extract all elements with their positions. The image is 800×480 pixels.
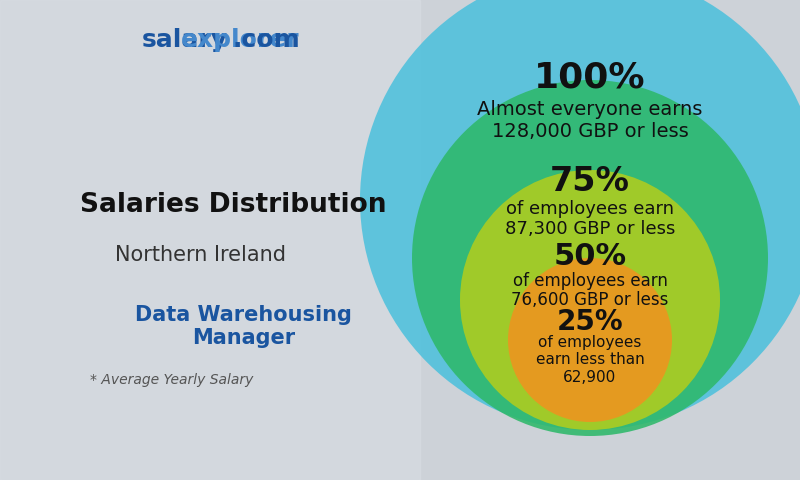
Circle shape <box>460 170 720 430</box>
Text: * Average Yearly Salary: * Average Yearly Salary <box>90 373 254 387</box>
Text: 62,900: 62,900 <box>563 370 617 385</box>
Text: 25%: 25% <box>557 308 623 336</box>
Text: of employees earn: of employees earn <box>513 272 667 290</box>
Text: .com: .com <box>232 28 300 52</box>
Text: 75%: 75% <box>550 165 630 198</box>
Text: 76,600 GBP or less: 76,600 GBP or less <box>511 291 669 309</box>
Text: 100%: 100% <box>534 60 646 94</box>
Text: salary: salary <box>142 28 228 52</box>
Circle shape <box>508 258 672 422</box>
Text: earn less than: earn less than <box>536 352 644 367</box>
Text: Data Warehousing
Manager: Data Warehousing Manager <box>135 305 352 348</box>
Text: explorer: explorer <box>181 28 299 52</box>
Text: 128,000 GBP or less: 128,000 GBP or less <box>492 122 688 141</box>
Circle shape <box>360 0 800 430</box>
Bar <box>0 0 420 480</box>
Text: Almost everyone earns: Almost everyone earns <box>478 100 702 119</box>
Circle shape <box>412 80 768 436</box>
Text: 87,300 GBP or less: 87,300 GBP or less <box>505 220 675 238</box>
Text: 50%: 50% <box>554 242 626 271</box>
Text: of employees earn: of employees earn <box>506 200 674 218</box>
Text: Northern Ireland: Northern Ireland <box>115 245 286 265</box>
Text: Salaries Distribution: Salaries Distribution <box>80 192 386 218</box>
Text: of employees: of employees <box>538 335 642 350</box>
